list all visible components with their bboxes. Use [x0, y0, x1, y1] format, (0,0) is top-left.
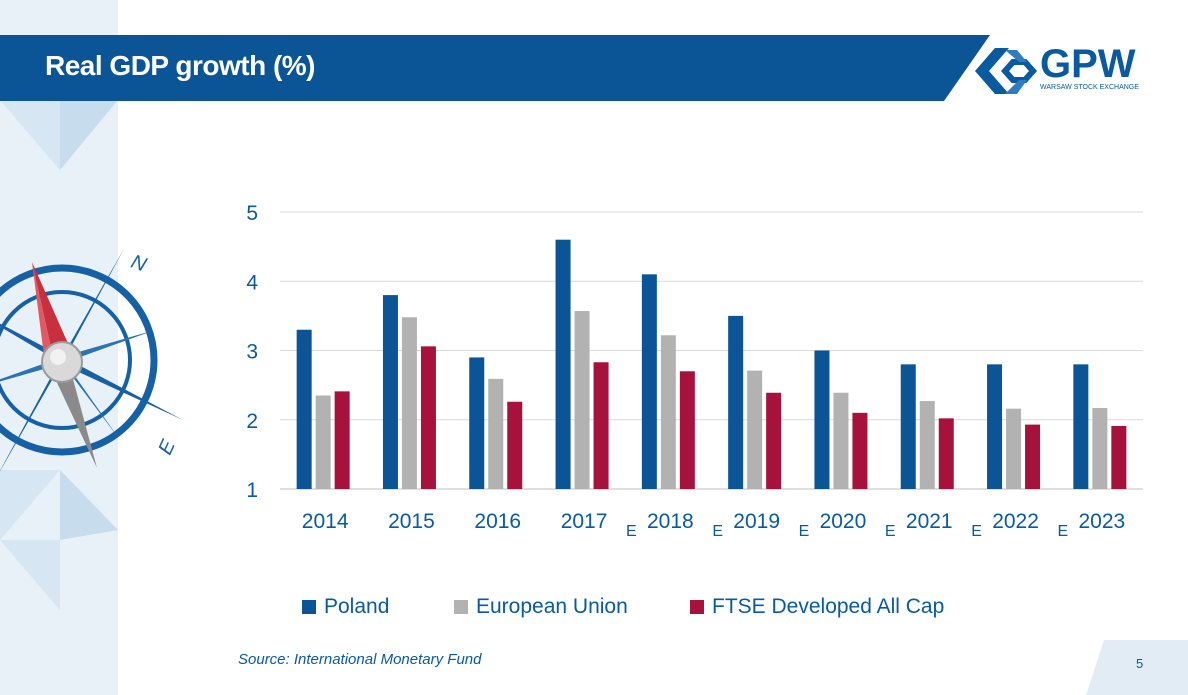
bar-ftse-developed-all-cap-2016: [507, 401, 523, 489]
y-tick-label: 1: [246, 479, 258, 502]
y-tick-label: 4: [246, 271, 258, 294]
bar-ftse-developed-all-cap-2021: [938, 418, 954, 489]
x-tick-label: 2020: [820, 510, 867, 533]
x-tick-label: 2023: [1078, 510, 1125, 533]
header-bar: [0, 35, 990, 101]
estimate-marker: E: [971, 523, 982, 540]
x-tick-label: 2018: [647, 510, 694, 533]
estimate-marker: E: [799, 523, 810, 540]
estimate-marker: E: [712, 523, 723, 540]
bar-poland-2023: [1073, 364, 1089, 489]
x-tick-label: 2016: [474, 510, 521, 533]
bar-ftse-developed-all-cap-2015: [420, 346, 436, 489]
legend-swatch-european-union: [454, 600, 468, 614]
bar-poland-2018: [641, 274, 657, 489]
x-tick-label: 2022: [992, 510, 1039, 533]
bar-ftse-developed-all-cap-2018: [679, 371, 695, 489]
bar-poland-2019: [728, 315, 744, 489]
y-tick-label: 2: [246, 410, 258, 433]
bar-european-union-2015: [401, 317, 417, 489]
x-tick-label: 2014: [302, 510, 349, 533]
legend-label-european-union: European Union: [476, 595, 628, 618]
gpw-logo-icon: [975, 48, 1038, 94]
x-tick-label: 2019: [733, 510, 780, 533]
bar-european-union-2018: [660, 335, 676, 489]
legend-label-ftse: FTSE Developed All Cap: [712, 595, 945, 618]
logo-subtitle: WARSAW STOCK EXCHANGE: [1040, 84, 1139, 91]
bar-poland-2016: [469, 357, 485, 489]
legend-item-european-union: European Union: [454, 594, 628, 620]
bar-ftse-developed-all-cap-2022: [1025, 424, 1041, 489]
estimate-marker: E: [626, 523, 637, 540]
source-note: Source: International Monetary Fund: [238, 651, 482, 668]
bar-poland-2015: [382, 295, 398, 489]
bar-poland-2020: [814, 350, 830, 489]
bar-european-union-2022: [1006, 408, 1022, 489]
bar-european-union-2017: [574, 311, 590, 489]
decorative-side-panel: N E: [0, 0, 183, 695]
legend-swatch-poland: [302, 600, 316, 614]
bar-ftse-developed-all-cap-2023: [1111, 425, 1127, 489]
bar-european-union-2020: [833, 392, 849, 489]
legend-item-ftse: FTSE Developed All Cap: [690, 594, 944, 620]
x-tick-label: 2017: [561, 510, 608, 533]
bar-ftse-developed-all-cap-2019: [766, 392, 782, 489]
y-tick-label: 5: [246, 202, 258, 225]
legend-swatch-ftse: [690, 600, 704, 614]
bar-ftse-developed-all-cap-2014: [334, 391, 350, 489]
bar-european-union-2021: [919, 401, 935, 489]
page-number-tab: [1086, 640, 1188, 695]
bar-poland-2022: [987, 364, 1003, 489]
x-tick-label: 2015: [388, 510, 435, 533]
page-title: Real GDP growth (%): [45, 50, 316, 81]
legend-label-poland: Poland: [324, 595, 390, 618]
bar-poland-2017: [555, 239, 571, 489]
bar-poland-2014: [296, 329, 312, 489]
bar-european-union-2016: [488, 378, 504, 489]
y-tick-label: 3: [246, 341, 258, 364]
bar-european-union-2014: [315, 395, 331, 489]
bar-european-union-2019: [747, 370, 763, 489]
x-tick-label: 2021: [906, 510, 953, 533]
bar-european-union-2023: [1092, 407, 1108, 489]
bar-ftse-developed-all-cap-2020: [852, 412, 868, 489]
compass-rose-icon: N E: [0, 100, 183, 610]
page-number: 5: [1136, 656, 1144, 671]
logo-wordmark: GPW: [1040, 42, 1136, 86]
bar-poland-2021: [900, 364, 916, 489]
bar-ftse-developed-all-cap-2017: [593, 362, 609, 489]
legend-item-poland: Poland: [302, 594, 389, 620]
estimate-marker: E: [1058, 523, 1069, 540]
estimate-marker: E: [885, 523, 896, 540]
